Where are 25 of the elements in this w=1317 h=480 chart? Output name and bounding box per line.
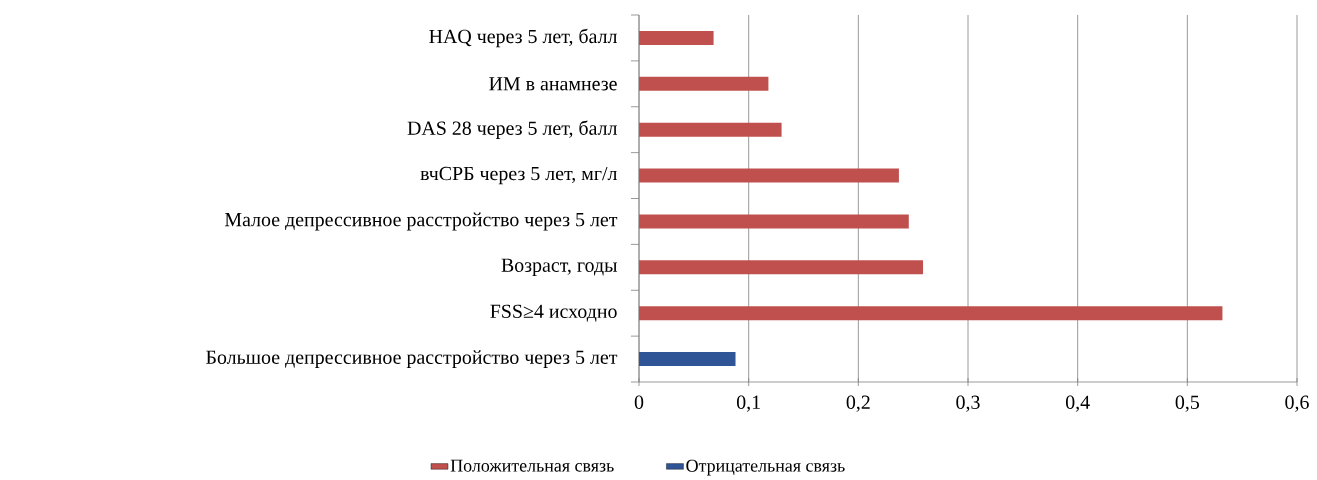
y-tick-label: Возраст, годы xyxy=(501,258,618,276)
x-tick-label: 0,5 xyxy=(1175,395,1200,412)
y-tick-label: ИМ в анамнезе xyxy=(489,77,617,91)
x-tick-label: 0 xyxy=(634,395,644,409)
bar xyxy=(639,260,924,275)
bar xyxy=(639,168,899,183)
legend-label: Положительная связь xyxy=(450,459,614,472)
x-tick-label: 0,3 xyxy=(956,395,980,412)
y-tick-label: HAQ через 5 лет, балл xyxy=(429,28,617,48)
bar xyxy=(639,30,714,45)
y-tick-label: FSS≥4 исходно xyxy=(490,304,617,322)
y-tick-label: DAS 28 через 5 лет, балл xyxy=(407,120,617,139)
bar xyxy=(639,306,1223,321)
bar xyxy=(639,76,769,91)
x-tick-label: 0,1 xyxy=(736,395,760,412)
x-tick-label: 0,4 xyxy=(1065,395,1090,412)
y-tick-label: вчСРБ через 5 лет, мг/л xyxy=(420,166,617,185)
bar xyxy=(639,352,736,367)
y-tick-label: Большое депрессивное расстройство через 5 лет xyxy=(206,350,618,368)
bar xyxy=(639,214,909,229)
bar xyxy=(639,122,782,137)
legend-label: Отрицательная связь xyxy=(686,459,845,476)
x-tick-label: 0,2 xyxy=(846,395,870,412)
y-tick-label: Малое депрессивное расстройство через 5 лет xyxy=(224,212,618,231)
x-tick-label: 0,6 xyxy=(1285,395,1309,412)
